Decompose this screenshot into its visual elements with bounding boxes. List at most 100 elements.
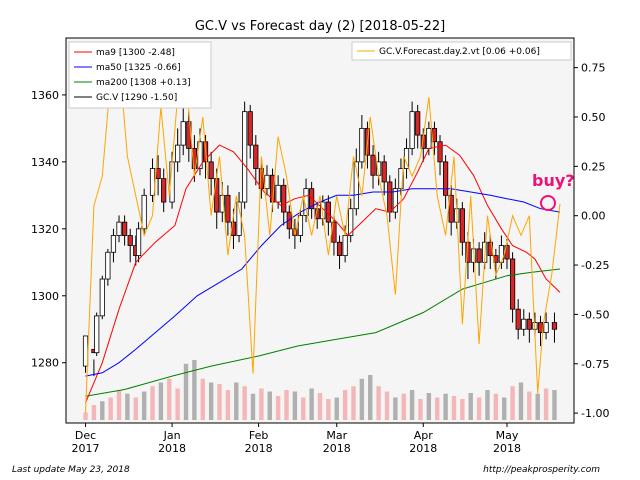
- chart-title: GC.V vs Forecast day (2) [2018-05-22]: [195, 19, 445, 34]
- x-tick-label-month: Mar: [326, 429, 347, 442]
- y-right-tick-label: -0.25: [581, 259, 609, 272]
- candle-body: [476, 248, 482, 263]
- y-left-tick-label: 1360: [31, 89, 59, 102]
- y-left-tick-label: 1300: [31, 290, 59, 303]
- y-right-tick-label: -0.50: [581, 308, 609, 321]
- candle-body: [509, 258, 516, 310]
- volume-bar: [552, 390, 557, 420]
- candle-body: [392, 188, 398, 213]
- candle-body: [537, 322, 544, 334]
- volume-bar: [317, 393, 323, 420]
- y-right-tick-label: -0.75: [581, 358, 609, 371]
- x-tick-label-year: 2018: [323, 442, 351, 455]
- legend-forecast: GC.V.Forecast.day.2.vt [0.06 +0.06]: [379, 47, 540, 57]
- volume-bar: [502, 397, 507, 420]
- volume-bar: [284, 390, 289, 420]
- candle-body: [359, 127, 365, 163]
- y-right-tick-label: 0.75: [581, 62, 606, 75]
- volume-bar: [326, 399, 331, 420]
- x-tick-label-year: 2018: [245, 442, 273, 455]
- legend-ma9: ma9 [1300 -2.48]: [96, 48, 175, 58]
- volume-bar: [418, 399, 423, 420]
- candle-body: [264, 174, 270, 190]
- candle-body: [521, 318, 527, 330]
- volume-bar: [518, 382, 524, 420]
- volume-bar: [485, 390, 490, 420]
- legend-left: ma9 [1300 -2.48] ma50 [1325 -0.66] ma200…: [68, 41, 212, 109]
- candle-body: [281, 184, 287, 213]
- volume-bar: [401, 393, 406, 420]
- candle-body: [448, 194, 454, 223]
- volume-bar: [192, 360, 197, 420]
- candle-body: [242, 111, 248, 203]
- candle-body: [342, 235, 348, 257]
- x-tick-label-month: Feb: [249, 429, 268, 442]
- candle-body: [180, 121, 186, 146]
- candle-body: [370, 154, 376, 176]
- volume-bar: [451, 396, 457, 420]
- volume-bar: [334, 397, 339, 420]
- series-line-ma50: [85, 188, 561, 377]
- x-tick-label-year: 2017: [72, 442, 100, 455]
- candle-body: [515, 308, 521, 330]
- candle-body: [297, 215, 304, 236]
- volume-bar: [468, 393, 473, 420]
- candle-body: [426, 127, 432, 149]
- candle-body: [110, 235, 117, 253]
- volume-bar: [359, 378, 365, 420]
- volume-bar: [351, 386, 356, 420]
- x-tick-label-year: 2018: [409, 442, 437, 455]
- footer-url: http://peakprosperity.com: [483, 465, 600, 475]
- y-right-tick-label: -1.00: [581, 407, 609, 420]
- candle-body: [348, 208, 354, 236]
- volume-bar: [158, 382, 164, 420]
- candle-body: [286, 211, 292, 230]
- volume-bar: [175, 388, 180, 420]
- y-left-tick-label: 1320: [31, 223, 59, 236]
- candle-body: [415, 111, 421, 136]
- x-tick-label-month: Dec: [75, 429, 96, 442]
- volume-bar: [393, 397, 398, 420]
- candle-body: [336, 241, 343, 257]
- candle-body: [498, 245, 505, 263]
- candle-body: [543, 322, 549, 334]
- series-line-ma9: [85, 144, 561, 404]
- candle-body: [247, 111, 253, 146]
- candle-body: [398, 168, 404, 190]
- series-line-gc-v-forecast-day-2-vt: [85, 57, 561, 414]
- volume-bar: [234, 382, 239, 420]
- y-right-tick-label: 0.50: [581, 111, 606, 124]
- candle-body: [551, 322, 558, 330]
- volume-bar: [510, 386, 515, 420]
- candle-body: [122, 221, 128, 236]
- candle-body: [127, 235, 133, 246]
- volume-bar: [292, 391, 298, 420]
- volume-bar: [83, 412, 88, 420]
- plot-frame: [65, 37, 575, 424]
- candle-body: [437, 141, 443, 163]
- volume-bar: [100, 401, 105, 420]
- buy-marker-circle: [540, 195, 556, 211]
- legend-gcv: GC.V [1290 -1.50]: [96, 93, 177, 103]
- candle-body: [381, 161, 387, 183]
- x-tick-label-month: May: [496, 429, 519, 442]
- volume-bar: [368, 375, 373, 420]
- volume-bar: [242, 386, 247, 420]
- volume-bar: [250, 393, 256, 420]
- volume-bars: [83, 360, 557, 420]
- x-tick-label-year: 2018: [493, 442, 521, 455]
- x-tick-label-year: 2018: [158, 442, 186, 455]
- volume-bar: [150, 386, 155, 420]
- buy-annotation: buy?: [532, 171, 575, 190]
- candle-body: [82, 335, 89, 367]
- legend-right: GC.V.Forecast.day.2.vt [0.06 +0.06]: [351, 41, 572, 61]
- volume-bar: [426, 393, 432, 420]
- volume-bar: [133, 397, 138, 420]
- legend-ma200: ma200 [1308 +0.13]: [96, 78, 191, 88]
- candle-body: [526, 318, 532, 330]
- footer-last-update: Last update May 23, 2018: [12, 465, 130, 475]
- volume-bar: [543, 388, 549, 420]
- volume-bar: [225, 390, 231, 420]
- candle-body: [459, 208, 465, 243]
